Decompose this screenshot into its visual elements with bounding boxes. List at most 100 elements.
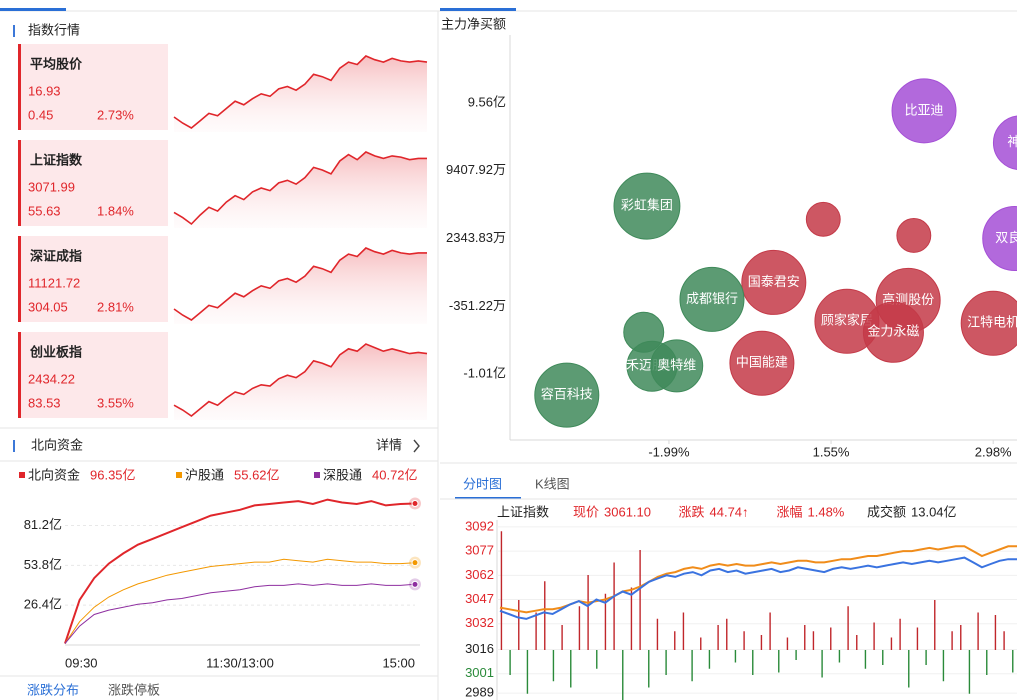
legend-label: 深股通 — [323, 467, 362, 482]
section-marker — [13, 440, 15, 452]
y-tick-label: 3077 — [465, 543, 494, 558]
volume-bar — [665, 650, 667, 675]
card-accent — [18, 332, 21, 418]
latest-point — [411, 580, 419, 588]
series-line — [64, 558, 416, 644]
section-title: 北向资金 — [31, 437, 83, 452]
volume-bar — [968, 650, 971, 694]
volume-bar — [682, 612, 685, 650]
index-price: 11121.72 — [28, 275, 80, 290]
volume-bar — [561, 625, 563, 650]
detail-link[interactable]: 详情 — [376, 437, 402, 452]
index-pct: 1.84% — [97, 203, 134, 218]
quote-label: 涨幅 — [777, 504, 803, 519]
y-axis-label: 主力净买额 — [441, 16, 506, 31]
x-tick-label: 2.98% — [975, 444, 1012, 459]
bubble-label: 比亚迪 — [905, 102, 944, 117]
volume-bar — [960, 625, 962, 650]
volume-bar — [786, 637, 789, 650]
y-tick-label: 2989 — [465, 685, 494, 700]
card-bg — [18, 140, 168, 226]
latest-point — [411, 499, 419, 507]
series-line — [64, 498, 416, 644]
volume-bar — [856, 635, 858, 650]
index-change: 55.63 — [28, 203, 61, 218]
bubble — [613, 172, 681, 240]
volume-bar — [587, 575, 589, 650]
x-tick-label: 1.55% — [813, 444, 850, 459]
volume-bar — [648, 650, 650, 688]
tab-active[interactable]: 分时图 — [463, 476, 502, 491]
bubble-label: 国泰君安 — [748, 274, 800, 289]
volume-bar — [864, 650, 867, 669]
volume-bar — [942, 650, 945, 682]
y-tick-label: 53.8亿 — [24, 557, 62, 572]
y-tick-label: 81.2亿 — [24, 517, 62, 532]
price-line — [499, 545, 1017, 614]
card-accent — [18, 236, 21, 322]
chevron-icon[interactable] — [413, 439, 420, 453]
volume-bar — [596, 650, 598, 669]
sparkline — [173, 247, 427, 321]
tab[interactable]: K线图 — [535, 476, 570, 491]
volume-bar — [821, 650, 823, 678]
volume-bar — [934, 600, 936, 650]
legend-value: 96.35亿 — [90, 467, 136, 482]
volume-bar — [622, 650, 624, 700]
volume-bar — [743, 631, 745, 650]
index-pct: 2.73% — [97, 107, 134, 122]
top-tab-underline — [0, 8, 66, 11]
volume-bar — [951, 631, 953, 650]
volume-bar — [700, 637, 702, 650]
volume-bar — [804, 625, 806, 650]
section-title: 指数行情 — [28, 22, 80, 37]
bubble-label: 顾家家居 — [821, 313, 873, 328]
bubble — [960, 290, 1017, 356]
series-line — [64, 583, 416, 644]
y-tick-label: 26.4亿 — [24, 597, 62, 612]
bubble — [679, 266, 745, 332]
index-change: 304.05 — [28, 299, 68, 314]
volume-bar — [535, 612, 537, 650]
y-tick-label: 3016 — [465, 641, 494, 656]
y-tick-label: 2343.83万 — [446, 230, 506, 245]
sparkline-area — [174, 344, 427, 420]
sparkline — [173, 343, 428, 418]
quote-label: 现价 — [573, 504, 599, 519]
tab-active[interactable]: 涨跌分布 — [27, 682, 79, 697]
bubble — [992, 115, 1017, 170]
volume-bar — [639, 550, 641, 650]
volume-bar — [830, 627, 832, 650]
volume-bar — [795, 650, 797, 660]
bubble-label: 中国能建 — [736, 355, 788, 370]
sparkline — [173, 151, 427, 226]
quote-value: 1.48% — [808, 504, 845, 519]
bubble — [891, 78, 957, 144]
volume-bar — [544, 581, 546, 650]
index-name: 上证指数 — [497, 504, 549, 519]
index-name: 创业板指 — [29, 344, 82, 359]
top-tab-underline — [440, 8, 516, 11]
x-tick-label: 15:00 — [382, 655, 415, 670]
volume-bar — [838, 650, 841, 663]
volume-bar — [1003, 631, 1005, 650]
bubble-label: 容百科技 — [541, 387, 593, 402]
bubble — [862, 301, 924, 363]
x-tick-label: 09:30 — [65, 655, 98, 670]
volume-bar — [717, 625, 719, 650]
index-price: 16.93 — [28, 83, 61, 98]
volume-bar — [604, 593, 607, 650]
index-price: 3071.99 — [28, 179, 75, 194]
bubble-label: 神州 — [1007, 134, 1017, 149]
volume-bar — [925, 650, 927, 665]
volume-bar — [899, 618, 901, 650]
tab[interactable]: 涨跌停板 — [108, 682, 160, 697]
volume-bar — [882, 650, 884, 665]
volume-bar — [500, 531, 503, 650]
x-tick-label: 11:30/13:00 — [206, 655, 274, 670]
volume-bar — [760, 635, 763, 650]
bubble — [982, 206, 1017, 272]
volume-bar — [812, 631, 815, 650]
volume-bar — [890, 637, 893, 650]
